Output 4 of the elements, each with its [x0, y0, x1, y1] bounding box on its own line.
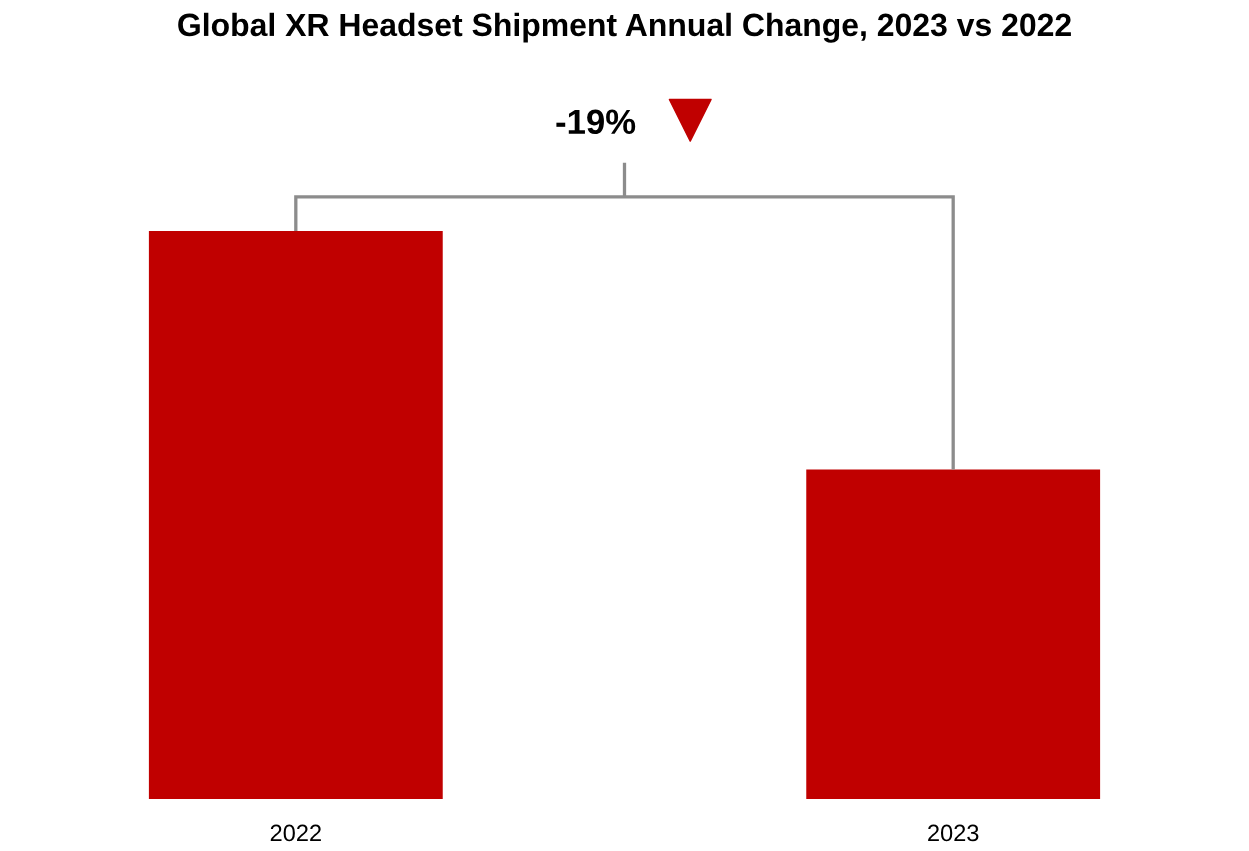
chart-title: Global XR Headset Shipment Annual Change, 2023 vs 2022	[178, 12, 1071, 43]
x-tick-label: 2022	[270, 824, 321, 842]
text: -19%	[556, 109, 636, 135]
x-tick-label: 2023	[928, 824, 979, 842]
